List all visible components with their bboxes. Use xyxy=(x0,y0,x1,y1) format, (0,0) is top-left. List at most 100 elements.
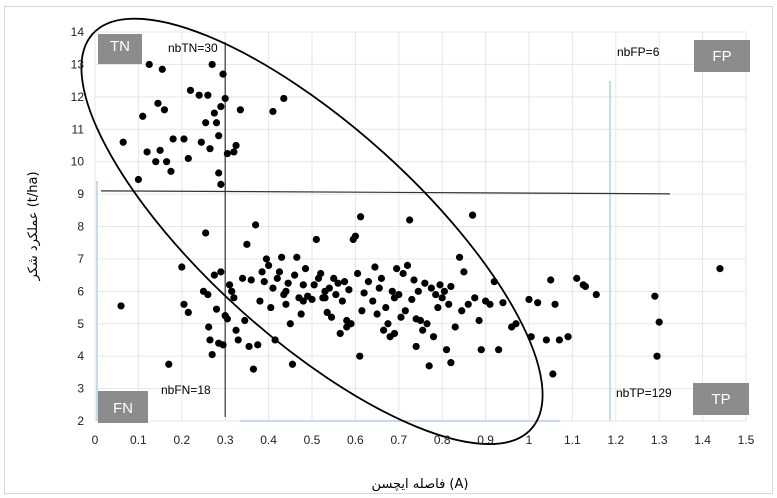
data-point xyxy=(399,269,407,278)
data-point xyxy=(210,271,218,279)
data-point xyxy=(282,300,290,308)
data-point xyxy=(495,346,503,354)
data-point xyxy=(564,333,572,341)
data-point xyxy=(447,282,455,291)
data-point xyxy=(186,86,195,94)
data-point xyxy=(340,278,349,286)
data-point xyxy=(212,119,221,127)
y-tick-label: 4 xyxy=(77,349,84,363)
data-point xyxy=(202,229,210,237)
data-point xyxy=(429,333,438,341)
data-point xyxy=(217,268,225,276)
data-point xyxy=(156,146,164,154)
data-point xyxy=(573,274,581,282)
data-point xyxy=(460,268,468,276)
y-tick-label: 13 xyxy=(71,57,85,71)
data-point xyxy=(163,158,171,166)
data-point xyxy=(425,362,433,370)
data-point xyxy=(134,175,142,184)
data-point xyxy=(458,307,466,315)
data-point xyxy=(549,370,557,378)
data-point xyxy=(225,281,234,289)
data-point xyxy=(406,216,414,224)
data-point xyxy=(230,294,238,302)
data-points xyxy=(117,60,724,378)
data-point xyxy=(351,232,359,240)
data-point xyxy=(334,279,342,287)
data-point xyxy=(440,287,448,295)
data-point xyxy=(377,274,386,282)
y-tick-label: 5 xyxy=(77,317,84,331)
data-point xyxy=(258,268,266,276)
x-tick-label: 0.2 xyxy=(173,433,190,447)
data-point xyxy=(243,240,251,248)
ellipse-outline xyxy=(80,17,544,445)
data-point xyxy=(234,336,242,344)
data-point xyxy=(241,316,249,325)
data-point xyxy=(219,341,227,349)
data-point xyxy=(490,278,498,286)
data-point xyxy=(343,323,351,331)
data-point xyxy=(380,326,388,334)
data-point xyxy=(653,352,661,360)
nb-tn-label: nbTN=30 xyxy=(168,41,218,55)
data-point xyxy=(455,253,464,261)
data-point xyxy=(160,106,169,114)
data-point xyxy=(206,336,214,344)
data-point xyxy=(280,94,288,103)
x-tick-label: 0.5 xyxy=(304,433,321,447)
x-tick-label: 1.4 xyxy=(694,433,711,447)
data-point xyxy=(397,313,405,321)
data-point xyxy=(245,342,253,351)
data-point xyxy=(471,294,479,302)
data-point xyxy=(269,284,277,292)
quadrant-fp-box xyxy=(694,40,750,72)
data-point xyxy=(655,318,663,326)
data-point xyxy=(228,287,236,295)
data-point xyxy=(288,360,297,368)
data-point xyxy=(581,282,590,291)
data-point xyxy=(345,286,353,294)
quadrant-fn-label: FN xyxy=(113,400,133,417)
data-point xyxy=(310,281,318,289)
data-point xyxy=(208,350,216,359)
data-point xyxy=(223,149,231,158)
y-tick-label: 11 xyxy=(72,122,85,136)
x-tick-label: 1.5 xyxy=(738,433,755,447)
data-point xyxy=(210,109,218,117)
data-point xyxy=(499,299,507,307)
data-point xyxy=(301,265,310,273)
x-tick-label: 1 xyxy=(526,433,533,447)
data-point xyxy=(152,158,160,166)
data-point xyxy=(325,284,333,292)
data-point xyxy=(273,274,281,282)
data-point xyxy=(373,310,381,318)
data-point xyxy=(236,106,244,114)
confidence-ellipse xyxy=(80,17,544,445)
data-point xyxy=(293,253,301,261)
data-point xyxy=(512,320,520,328)
y-axis-title: عملکرد شکر (t/ha) xyxy=(26,171,41,281)
data-point xyxy=(436,281,444,289)
data-point xyxy=(267,303,275,312)
data-point xyxy=(371,263,379,271)
data-point xyxy=(375,284,383,292)
data-point xyxy=(332,290,340,299)
quadrant-tp-box xyxy=(693,383,749,415)
x-axis-title: فاصله ایچسن (A) xyxy=(372,477,469,492)
data-point xyxy=(184,154,192,163)
data-point xyxy=(357,213,365,221)
data-point xyxy=(202,119,210,127)
data-point xyxy=(299,297,307,305)
data-point xyxy=(412,342,420,351)
data-point xyxy=(212,305,221,313)
y-tick-label: 7 xyxy=(77,252,84,266)
data-point xyxy=(184,308,192,317)
data-point xyxy=(547,276,555,284)
data-point xyxy=(204,290,212,299)
data-point xyxy=(165,360,173,368)
horizontal-threshold-line xyxy=(100,190,671,195)
data-point xyxy=(286,320,294,328)
data-point xyxy=(299,281,307,289)
